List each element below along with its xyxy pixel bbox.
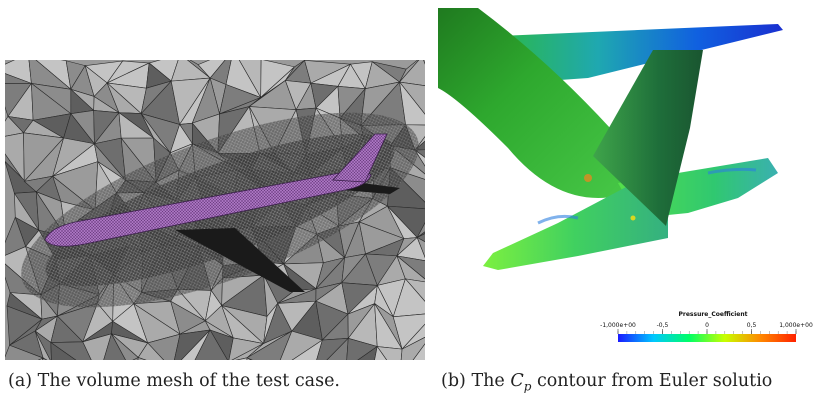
colorbar-gradient (618, 334, 796, 342)
caption-b-prefix: The (471, 371, 511, 391)
mesh-cell (376, 346, 403, 360)
mesh-cell (132, 356, 139, 360)
cp-contour-svg: Pressure_Coefficient -1,000e+00 -0,5 0 0,5 1… (438, 8, 813, 342)
cp-contour-image: Pressure_Coefficient -1,000e+00 -0,5 0 0,5 1… (438, 8, 823, 360)
caption-a-text: The volume mesh of the test case. (37, 371, 340, 391)
mesh-cell (416, 222, 425, 238)
caption-b-symbol: C (510, 371, 524, 391)
colorbar-tick-label: 1,000e+00 (779, 322, 813, 329)
mesh-cell (416, 236, 425, 258)
mesh-cell (416, 233, 425, 243)
mesh-cell (412, 343, 425, 360)
caption-b-label: (b) (441, 371, 466, 391)
mesh-fuselage (44, 170, 372, 247)
mesh-cell (41, 357, 48, 360)
mesh-cell (50, 341, 77, 360)
colorbar-tick-label: 0,5 (747, 322, 757, 329)
caption-a: (a) The volume mesh of the test case. (8, 371, 340, 391)
mesh-cell (246, 357, 252, 360)
cp-left-wing (483, 186, 668, 270)
colorbar-title: Pressure_Coefficient (679, 311, 748, 318)
mesh-cell (137, 342, 165, 360)
mesh-cell (414, 136, 425, 151)
cp-fuselage (438, 8, 636, 198)
mesh-cell (423, 60, 425, 65)
cp-upper-wing (498, 24, 783, 83)
mesh-cell (5, 344, 44, 360)
mesh-cell (137, 357, 147, 360)
mesh-cell (235, 357, 248, 360)
mesh-svg (5, 60, 425, 360)
mesh-cell (374, 345, 388, 360)
mesh-cell (37, 357, 44, 360)
volume-mesh-image (5, 60, 425, 360)
caption-a-label: (a) (8, 371, 33, 391)
colorbar-tick-label: -0,5 (657, 322, 669, 329)
mesh-vertical-tail (332, 133, 388, 183)
colorbar-tick-label: 0 (705, 322, 709, 329)
mesh-cell (111, 333, 139, 360)
caption-b: (b) The Cp contour from Euler solutio (441, 371, 772, 394)
mesh-cell (194, 329, 228, 360)
caption-b-subscript: p (523, 379, 532, 394)
mesh-cell (246, 357, 253, 360)
colorbar-tick-label: -1,000e+00 (600, 322, 636, 329)
mesh-cell (34, 330, 51, 360)
pressure-colorbar: Pressure_Coefficient -1,000e+00 -0,5 0 0,5 1… (600, 311, 813, 342)
caption-b-suffix: contour from Euler solutio (531, 371, 773, 391)
mesh-wing (175, 228, 305, 292)
cp-vertical-tail (593, 50, 703, 226)
